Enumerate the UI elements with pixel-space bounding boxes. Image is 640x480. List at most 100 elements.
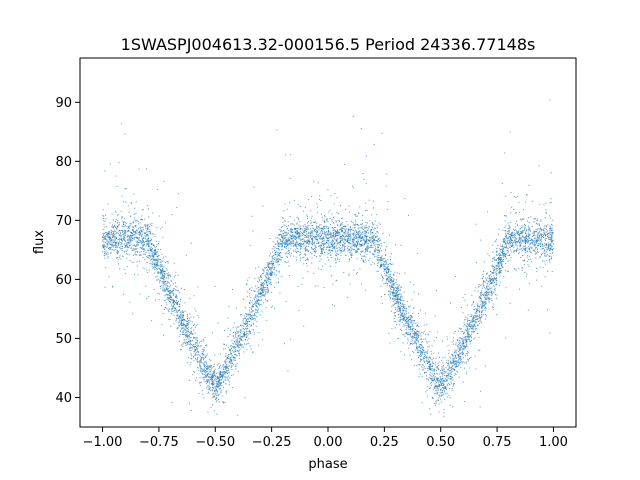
data-point bbox=[406, 313, 408, 315]
data-point bbox=[345, 228, 347, 230]
data-point bbox=[455, 362, 457, 364]
data-point bbox=[529, 230, 531, 232]
data-point bbox=[328, 237, 330, 239]
data-point bbox=[219, 376, 221, 378]
data-point bbox=[160, 270, 162, 272]
data-point bbox=[191, 340, 193, 342]
data-point bbox=[337, 234, 339, 236]
data-point bbox=[435, 401, 437, 403]
data-point bbox=[457, 348, 459, 350]
data-point bbox=[158, 255, 160, 257]
data-point bbox=[504, 227, 506, 229]
data-point bbox=[152, 268, 154, 270]
data-point bbox=[221, 371, 223, 373]
data-point bbox=[540, 285, 542, 287]
data-point bbox=[477, 308, 479, 310]
data-point bbox=[420, 366, 422, 368]
data-point bbox=[465, 325, 467, 327]
data-point bbox=[296, 222, 298, 224]
data-point bbox=[210, 373, 212, 375]
data-point bbox=[175, 285, 177, 287]
data-point bbox=[156, 262, 158, 264]
data-point bbox=[168, 299, 170, 301]
data-point bbox=[423, 351, 425, 353]
data-point bbox=[548, 244, 550, 246]
data-point bbox=[306, 214, 308, 216]
data-point bbox=[532, 249, 534, 251]
data-point bbox=[500, 261, 502, 263]
data-point bbox=[522, 236, 524, 238]
data-point bbox=[549, 99, 551, 101]
data-point bbox=[416, 351, 418, 353]
data-point bbox=[472, 328, 474, 330]
data-point bbox=[291, 241, 293, 243]
data-point bbox=[330, 275, 332, 277]
data-point bbox=[417, 335, 419, 337]
data-point bbox=[161, 269, 163, 271]
data-point bbox=[533, 245, 535, 247]
data-point bbox=[395, 301, 397, 303]
data-point bbox=[421, 376, 423, 378]
data-point bbox=[165, 222, 167, 224]
data-point bbox=[331, 304, 333, 306]
data-point bbox=[373, 223, 375, 225]
data-point bbox=[245, 325, 247, 327]
data-point bbox=[178, 316, 180, 318]
data-point bbox=[382, 263, 384, 265]
data-point bbox=[409, 281, 411, 283]
data-point bbox=[118, 230, 120, 232]
data-point bbox=[353, 243, 355, 245]
data-point bbox=[172, 294, 174, 296]
data-point bbox=[430, 384, 432, 386]
data-point bbox=[201, 361, 203, 363]
data-point bbox=[490, 294, 492, 296]
data-point bbox=[463, 401, 465, 403]
data-point bbox=[414, 334, 416, 336]
data-point bbox=[132, 313, 134, 315]
data-point bbox=[440, 370, 442, 372]
data-point bbox=[463, 337, 465, 339]
data-point bbox=[172, 299, 174, 301]
data-point bbox=[319, 233, 321, 235]
data-point bbox=[493, 258, 495, 260]
data-point bbox=[425, 391, 427, 393]
data-point bbox=[119, 238, 121, 240]
data-point bbox=[193, 316, 195, 318]
data-point bbox=[392, 294, 394, 296]
data-point bbox=[243, 328, 245, 330]
data-point bbox=[457, 356, 459, 358]
data-point bbox=[132, 245, 134, 247]
data-point bbox=[120, 233, 122, 235]
data-point bbox=[536, 270, 538, 272]
data-point bbox=[299, 220, 301, 222]
data-point bbox=[267, 273, 269, 275]
data-point bbox=[225, 383, 227, 385]
data-point bbox=[183, 322, 185, 324]
data-point bbox=[437, 381, 439, 383]
data-point bbox=[355, 246, 357, 248]
data-point bbox=[522, 247, 524, 249]
data-point bbox=[224, 360, 226, 362]
data-point bbox=[380, 259, 382, 261]
data-point bbox=[317, 240, 319, 242]
data-point bbox=[282, 217, 284, 219]
data-point bbox=[220, 389, 222, 391]
data-point bbox=[260, 296, 262, 298]
data-point bbox=[412, 312, 414, 314]
data-point bbox=[149, 254, 151, 256]
data-point bbox=[512, 240, 514, 242]
data-point bbox=[116, 253, 118, 255]
data-point bbox=[384, 282, 386, 284]
data-point bbox=[133, 226, 135, 228]
data-point bbox=[242, 336, 244, 338]
data-point bbox=[515, 242, 517, 244]
data-point bbox=[262, 294, 264, 296]
data-point bbox=[103, 255, 105, 257]
data-point bbox=[541, 237, 543, 239]
data-point bbox=[233, 346, 235, 348]
data-point bbox=[128, 242, 130, 244]
data-point bbox=[350, 235, 352, 237]
data-point bbox=[426, 351, 428, 353]
data-point bbox=[227, 336, 229, 338]
data-point bbox=[402, 299, 404, 301]
